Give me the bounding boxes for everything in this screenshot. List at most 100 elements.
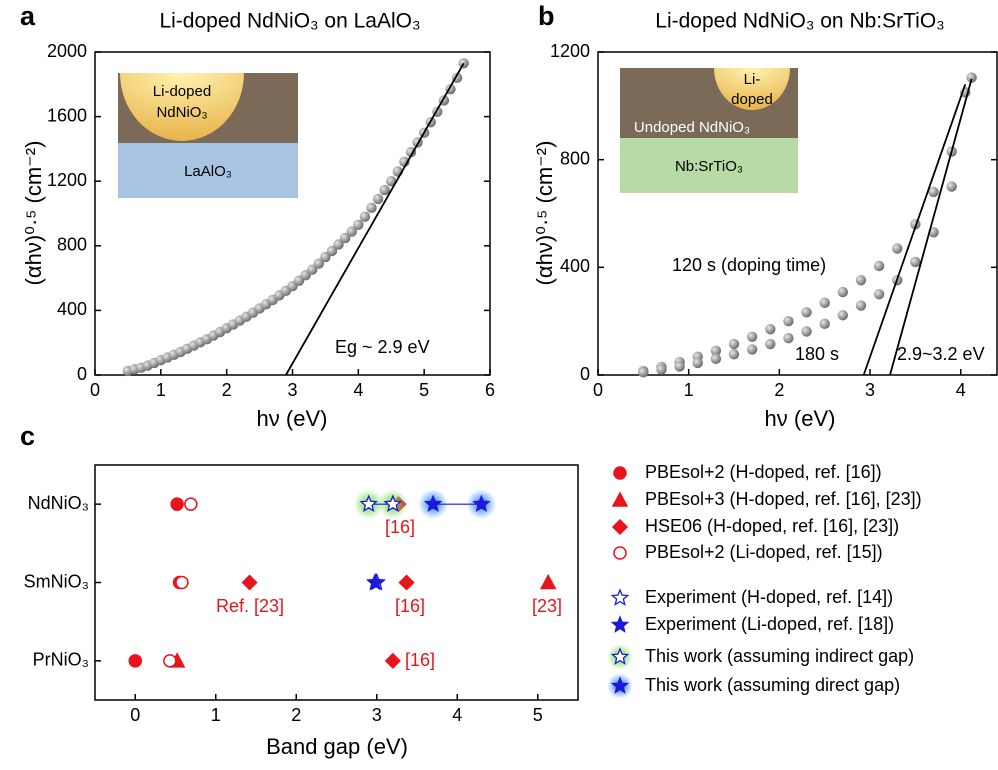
annotation: 120 s (doping time) (672, 255, 826, 275)
panel-label: c (20, 421, 35, 451)
annotation: [16] (385, 517, 415, 537)
point (333, 239, 344, 250)
point (710, 345, 722, 356)
point (423, 494, 443, 512)
x-tick-label: 3 (287, 380, 297, 400)
y-tick-label: PrNiO₃ (33, 650, 89, 670)
y-tick-label: 0 (580, 364, 590, 384)
point (613, 546, 627, 560)
point (326, 245, 338, 257)
annotation: 180 s (795, 344, 839, 364)
plot-frame (597, 51, 998, 376)
point (320, 251, 331, 263)
annotation: 2.9~3.2 eV (897, 344, 985, 364)
point (873, 289, 885, 300)
point (819, 318, 830, 330)
point (383, 494, 403, 512)
y-tick-label: 800 (560, 148, 590, 168)
x-tick-label: 3 (372, 705, 382, 725)
point (386, 176, 397, 187)
inset-label: doped (731, 91, 773, 108)
point (372, 193, 384, 205)
point (610, 676, 630, 694)
point (170, 497, 184, 511)
point (610, 588, 630, 606)
x-tick-label: 1 (211, 705, 221, 725)
point (710, 353, 722, 365)
inset-label: LaAlO₃ (184, 163, 232, 180)
point (928, 186, 939, 198)
legend-label: PBEsol+2 (Li-doped, ref. [15]) (645, 542, 883, 562)
annotation: [23] (532, 596, 562, 616)
point (746, 331, 758, 342)
legend-label: This work (assuming indirect gap) (645, 646, 914, 666)
inset-doped-region (714, 68, 790, 110)
point (819, 297, 830, 309)
inset-label: Li- (744, 71, 761, 88)
x-tick-label: 2 (291, 705, 301, 725)
x-tick-label: 4 (452, 705, 462, 725)
x-tick-label: 5 (533, 705, 543, 725)
x-tick-label: 2 (222, 380, 232, 400)
point (892, 243, 903, 254)
legend-label: HSE06 (H-doped, ref. [16], [23]) (645, 516, 899, 536)
annotation: [16] (395, 596, 425, 616)
point (366, 202, 377, 214)
point (353, 219, 364, 231)
panel-label: b (538, 1, 555, 31)
y-axis-label: (αhν)⁰·⁵ (cm⁻²) (532, 141, 557, 286)
point (184, 497, 198, 511)
x-tick-label: 0 (593, 380, 603, 400)
point (379, 184, 390, 196)
point (783, 332, 794, 344)
x-tick-label: 4 (956, 380, 966, 400)
point (613, 466, 627, 480)
chart-title: Li-doped NdNiO₃ on Nb:SrTiO₃ (655, 10, 944, 33)
y-tick-label: SmNiO₃ (24, 571, 89, 591)
x-axis-label: hν (eV) (765, 406, 836, 431)
inset-substrate (620, 138, 798, 193)
point (610, 615, 630, 633)
y-tick-label: 2000 (47, 41, 87, 61)
legend-label: Experiment (Li-doped, ref. [18]) (645, 614, 894, 634)
y-tick-label: 400 (57, 299, 87, 319)
point (656, 364, 667, 375)
point (746, 344, 758, 355)
point (339, 232, 351, 244)
fit-line (889, 78, 973, 376)
point (346, 226, 357, 237)
x-tick-label: 6 (485, 380, 495, 400)
point (384, 652, 401, 669)
point (855, 275, 867, 286)
annotation: [16] (405, 650, 435, 670)
inset-label: Li-doped (153, 83, 211, 100)
inset-b: Li- doped Undoped NdNiO₃ Nb:SrTiO₃ (620, 68, 798, 193)
x-tick-label: 1 (684, 380, 694, 400)
chart-title: Li-doped NdNiO₃ on LaAlO₃ (159, 10, 420, 33)
panel-label: a (20, 1, 36, 31)
point (692, 357, 703, 369)
point (472, 494, 491, 512)
inset-doped-region (120, 73, 244, 141)
inset-label: Nb:SrTiO₃ (675, 158, 743, 175)
point (873, 260, 885, 272)
point (398, 574, 415, 591)
y-tick-label: 1600 (47, 105, 87, 125)
point (674, 361, 685, 372)
x-axis-label: hν (eV) (257, 406, 328, 431)
point (307, 264, 318, 275)
point (611, 518, 629, 536)
point (241, 574, 258, 591)
point (837, 310, 849, 321)
point (359, 211, 371, 222)
x-tick-label: 5 (419, 380, 429, 400)
point (765, 324, 776, 335)
y-tick-label: 1200 (47, 170, 87, 190)
legend-label: PBEsol+2 (H-doped, ref. [16]) (645, 462, 882, 482)
point (128, 654, 142, 668)
y-tick-label: 1200 (550, 41, 590, 61)
annotation: Ref. [23] (216, 596, 284, 616)
legend-label: PBEsol+3 (H-doped, ref. [16], [23]) (645, 489, 922, 509)
point (966, 72, 977, 83)
